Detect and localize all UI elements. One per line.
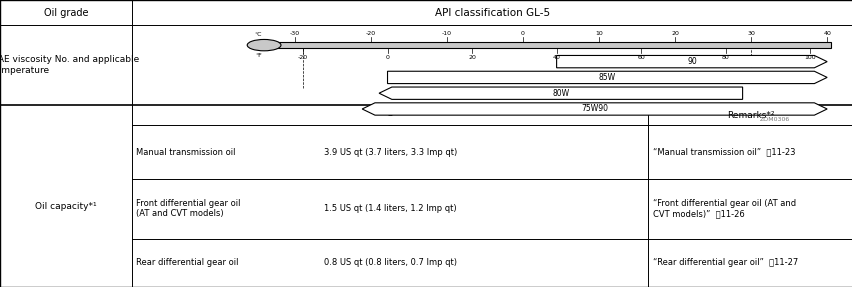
Text: -10: -10: [441, 31, 452, 36]
Text: “Manual transmission oil”  ➗11-23: “Manual transmission oil” ➗11-23: [652, 148, 794, 157]
Text: Oil capacity*¹: Oil capacity*¹: [35, 202, 97, 211]
Text: ZOM0306: ZOM0306: [758, 117, 789, 122]
Text: -30: -30: [289, 31, 299, 36]
Text: °C: °C: [255, 32, 262, 37]
Text: Oil grade: Oil grade: [43, 8, 89, 18]
Text: –: –: [388, 110, 392, 120]
Text: 40: 40: [822, 31, 830, 36]
Text: Remarks*²: Remarks*²: [726, 110, 774, 120]
Text: 85W: 85W: [598, 73, 615, 82]
Text: 3.9 US qt (3.7 liters, 3.3 Imp qt): 3.9 US qt (3.7 liters, 3.3 Imp qt): [323, 148, 457, 157]
Text: 100: 100: [803, 55, 815, 60]
Text: Front differential gear oil
(AT and CVT models): Front differential gear oil (AT and CVT …: [136, 199, 241, 218]
Text: 80W: 80W: [551, 89, 569, 98]
Text: 0.8 US qt (0.8 liters, 0.7 Imp qt): 0.8 US qt (0.8 liters, 0.7 Imp qt): [324, 258, 456, 267]
Circle shape: [247, 39, 280, 51]
Text: 30: 30: [746, 31, 754, 36]
Bar: [269, 42, 831, 48]
Text: SAE viscosity No. and applicable
temperature: SAE viscosity No. and applicable tempera…: [0, 55, 140, 75]
Text: 90: 90: [686, 57, 696, 66]
Text: Manual transmission oil: Manual transmission oil: [136, 148, 236, 157]
Text: -20: -20: [297, 55, 308, 60]
Text: 80: 80: [721, 55, 728, 60]
Text: 20: 20: [468, 55, 475, 60]
Text: 1.5 US qt (1.4 liters, 1.2 Imp qt): 1.5 US qt (1.4 liters, 1.2 Imp qt): [324, 204, 456, 213]
Polygon shape: [387, 71, 826, 84]
Text: 75W90: 75W90: [580, 104, 607, 113]
Text: 0: 0: [521, 31, 524, 36]
Polygon shape: [362, 103, 826, 115]
Polygon shape: [556, 55, 826, 68]
Text: “Front differential gear oil (AT and
CVT models)”  ➗11-26: “Front differential gear oil (AT and CVT…: [652, 199, 795, 218]
Text: 40: 40: [552, 55, 560, 60]
Text: API classification GL-5: API classification GL-5: [435, 8, 550, 18]
Text: “Rear differential gear oil”  ➗11-27: “Rear differential gear oil” ➗11-27: [652, 258, 797, 267]
Text: Rear differential gear oil: Rear differential gear oil: [136, 258, 239, 267]
Text: -20: -20: [366, 31, 375, 36]
Polygon shape: [378, 87, 742, 99]
Text: 60: 60: [636, 55, 644, 60]
Text: 0: 0: [385, 55, 389, 60]
Text: 20: 20: [671, 31, 678, 36]
Text: 10: 10: [595, 31, 602, 36]
Text: °F: °F: [256, 53, 262, 59]
